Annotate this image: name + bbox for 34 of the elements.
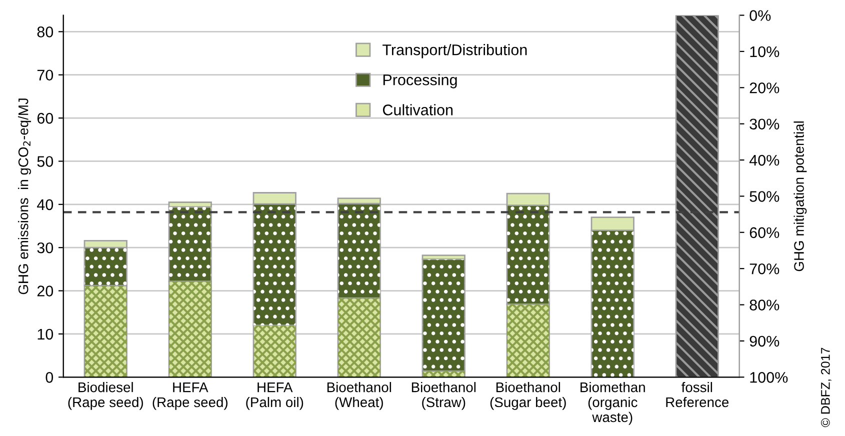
y-tick-label: 0 [46,372,54,383]
x-tick-label: Biodiesel (Rape seed) [68,382,143,410]
y2-tick-label: 80% [750,300,780,310]
y-tick-label: 30 [37,242,54,254]
y2-tick-label: 50% [750,191,780,202]
y-tick-label: 70 [37,70,54,81]
y2-tick-label: 0% [750,10,771,21]
x-tick-label: Bioethanol (Wheat) [327,382,392,410]
y-axis-title: GHG emissions in gCO$_{2}$-eq/MJ [18,98,31,294]
y-tick-label: 60 [37,112,54,124]
y-tick-label: 20 [37,286,54,296]
y-tick-label: 40 [37,199,54,210]
x-tick-label: Bioethanol (Sugar beet) [490,382,566,410]
legend-label: Processing [383,74,457,88]
y-tick-label: 50 [37,156,54,167]
y2-axis-title: GHG mitigation potential [794,121,807,272]
x-tick-label: HEFA (Palm oil) [246,382,304,410]
y2-tick-label: 100% [750,372,788,383]
y-tick-label: 10 [38,328,54,340]
x-tick-label: Biomethan (organic waste) [580,382,645,425]
x-tick-label: HEFA (Rape seed) [152,382,228,410]
legend-label: Transport/Distribution [382,44,527,58]
legend-label: Cultivation [382,104,453,116]
x-tick-label: fossil Reference [666,382,729,408]
y2-tick-label: 90% [750,336,780,347]
y2-tick-label: 60% [750,227,780,238]
x-tick-label: Bioethanol (Straw) [412,382,476,410]
text: © DBFZ, 2017 [821,348,832,428]
y2-tick-label: 10% [750,46,780,58]
y-tick-label: 80 [37,26,54,38]
y2-tick-label: 30% [750,118,780,130]
y2-tick-label: 40% [749,154,780,166]
y2-tick-label: 70% [750,263,780,274]
y2-tick-label: 20% [750,82,780,94]
